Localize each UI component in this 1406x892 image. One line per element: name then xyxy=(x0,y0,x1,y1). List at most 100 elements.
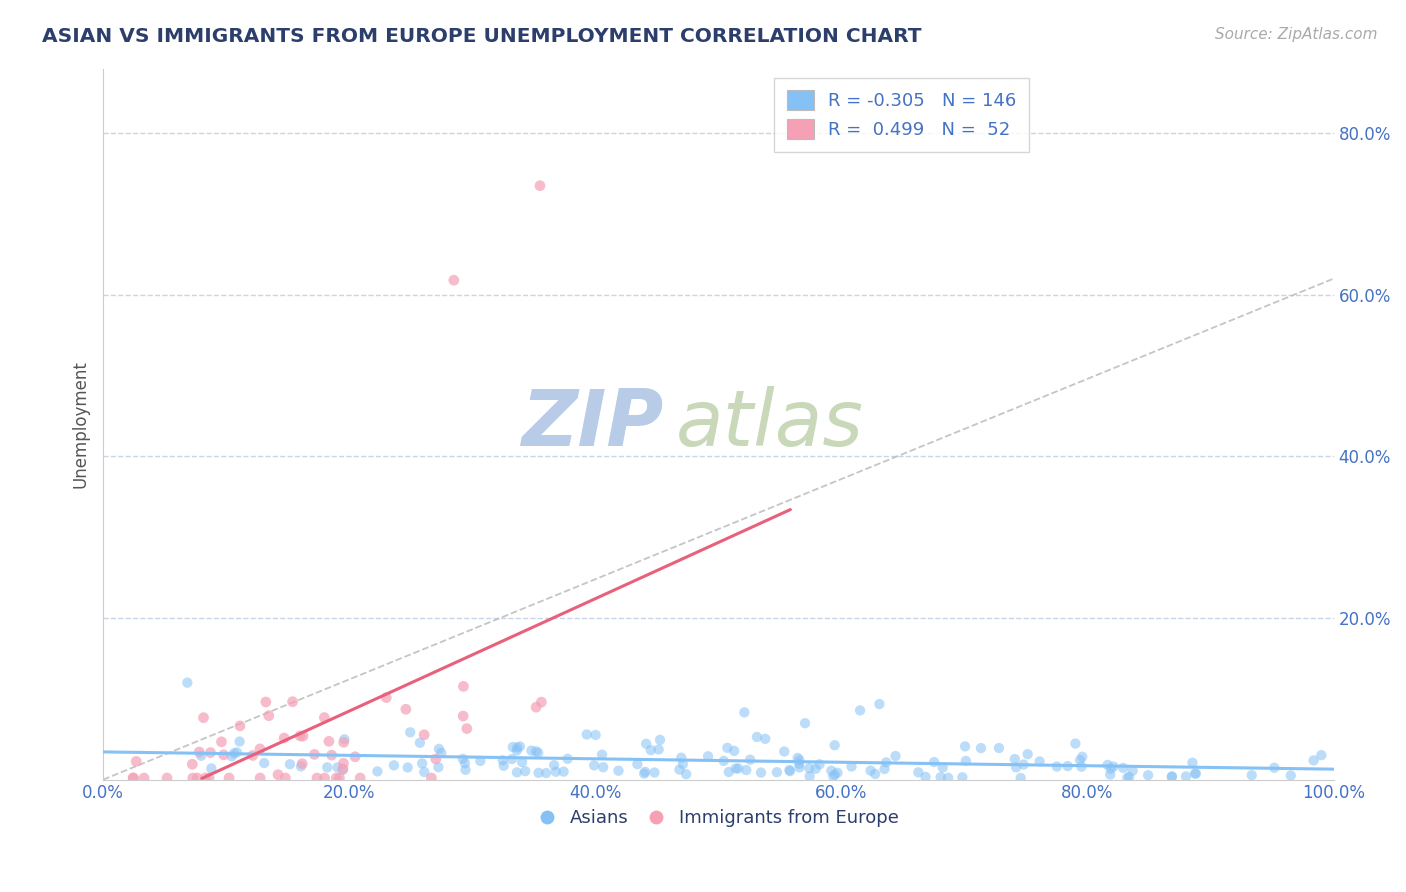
Point xyxy=(647,742,669,756)
Point xyxy=(735,763,758,777)
Point xyxy=(520,743,543,757)
Point xyxy=(420,771,443,785)
Point xyxy=(409,736,432,750)
Point xyxy=(1302,753,1324,767)
Point xyxy=(633,766,655,780)
Point xyxy=(863,767,886,781)
Point xyxy=(1097,757,1119,772)
Point xyxy=(634,764,657,779)
Point xyxy=(399,725,422,739)
Point xyxy=(1046,759,1069,773)
Point xyxy=(1112,761,1135,775)
Point xyxy=(1184,766,1206,780)
Point xyxy=(194,771,217,785)
Point xyxy=(591,747,613,762)
Point xyxy=(929,770,952,784)
Point xyxy=(716,740,738,755)
Point xyxy=(936,771,959,785)
Point xyxy=(1099,762,1122,776)
Point xyxy=(288,729,311,743)
Point xyxy=(799,761,821,775)
Point xyxy=(122,771,145,785)
Point xyxy=(506,765,529,780)
Point xyxy=(267,767,290,781)
Point xyxy=(697,749,720,764)
Point xyxy=(824,767,846,781)
Point xyxy=(274,771,297,785)
Point xyxy=(425,752,447,766)
Point xyxy=(200,761,222,775)
Point xyxy=(291,756,314,771)
Text: Source: ZipAtlas.com: Source: ZipAtlas.com xyxy=(1215,27,1378,42)
Point xyxy=(228,734,250,748)
Point xyxy=(675,767,697,781)
Point xyxy=(794,716,817,731)
Point xyxy=(1185,766,1208,780)
Point xyxy=(502,739,524,754)
Point xyxy=(849,703,872,717)
Point xyxy=(333,732,356,747)
Point xyxy=(804,762,827,776)
Point xyxy=(229,719,252,733)
Point xyxy=(1118,770,1140,784)
Point xyxy=(626,757,648,772)
Point xyxy=(1160,770,1182,784)
Point xyxy=(253,756,276,770)
Point xyxy=(314,771,336,785)
Point xyxy=(132,771,155,785)
Point xyxy=(509,739,531,754)
Point xyxy=(648,732,671,747)
Point xyxy=(745,730,768,744)
Point xyxy=(955,754,977,768)
Point xyxy=(1005,760,1028,774)
Point xyxy=(988,741,1011,756)
Point xyxy=(396,760,419,774)
Point xyxy=(671,750,693,764)
Point xyxy=(733,706,755,720)
Point xyxy=(1240,768,1263,782)
Point xyxy=(713,754,735,768)
Point xyxy=(382,758,405,772)
Point xyxy=(366,764,388,779)
Point xyxy=(325,771,347,785)
Point xyxy=(970,741,993,756)
Point xyxy=(413,728,436,742)
Point xyxy=(1263,761,1285,775)
Point xyxy=(249,771,271,785)
Point xyxy=(875,756,897,770)
Point xyxy=(451,752,474,766)
Point xyxy=(326,760,349,774)
Point xyxy=(125,755,148,769)
Point xyxy=(1064,737,1087,751)
Point xyxy=(724,762,747,776)
Point xyxy=(787,756,810,771)
Point xyxy=(254,695,277,709)
Point xyxy=(290,759,312,773)
Point xyxy=(749,765,772,780)
Point xyxy=(557,752,579,766)
Point xyxy=(859,764,882,778)
Point xyxy=(451,709,474,723)
Point xyxy=(395,702,418,716)
Point xyxy=(1028,755,1050,769)
Point xyxy=(1004,752,1026,766)
Point xyxy=(1069,753,1091,767)
Legend: Asians, Immigrants from Europe: Asians, Immigrants from Europe xyxy=(530,802,907,835)
Point xyxy=(740,753,762,767)
Point xyxy=(321,748,343,763)
Point xyxy=(585,728,607,742)
Point xyxy=(218,771,240,785)
Point xyxy=(727,762,749,776)
Point xyxy=(332,735,354,749)
Point xyxy=(1012,757,1035,772)
Point xyxy=(529,178,551,193)
Point xyxy=(553,764,575,779)
Text: ASIAN VS IMMIGRANTS FROM EUROPE UNEMPLOYMENT CORRELATION CHART: ASIAN VS IMMIGRANTS FROM EUROPE UNEMPLOY… xyxy=(42,27,922,45)
Point xyxy=(510,755,533,769)
Point xyxy=(527,765,550,780)
Point xyxy=(524,700,547,714)
Point xyxy=(492,753,515,767)
Point xyxy=(332,756,354,771)
Point xyxy=(318,734,340,748)
Point xyxy=(1310,748,1333,763)
